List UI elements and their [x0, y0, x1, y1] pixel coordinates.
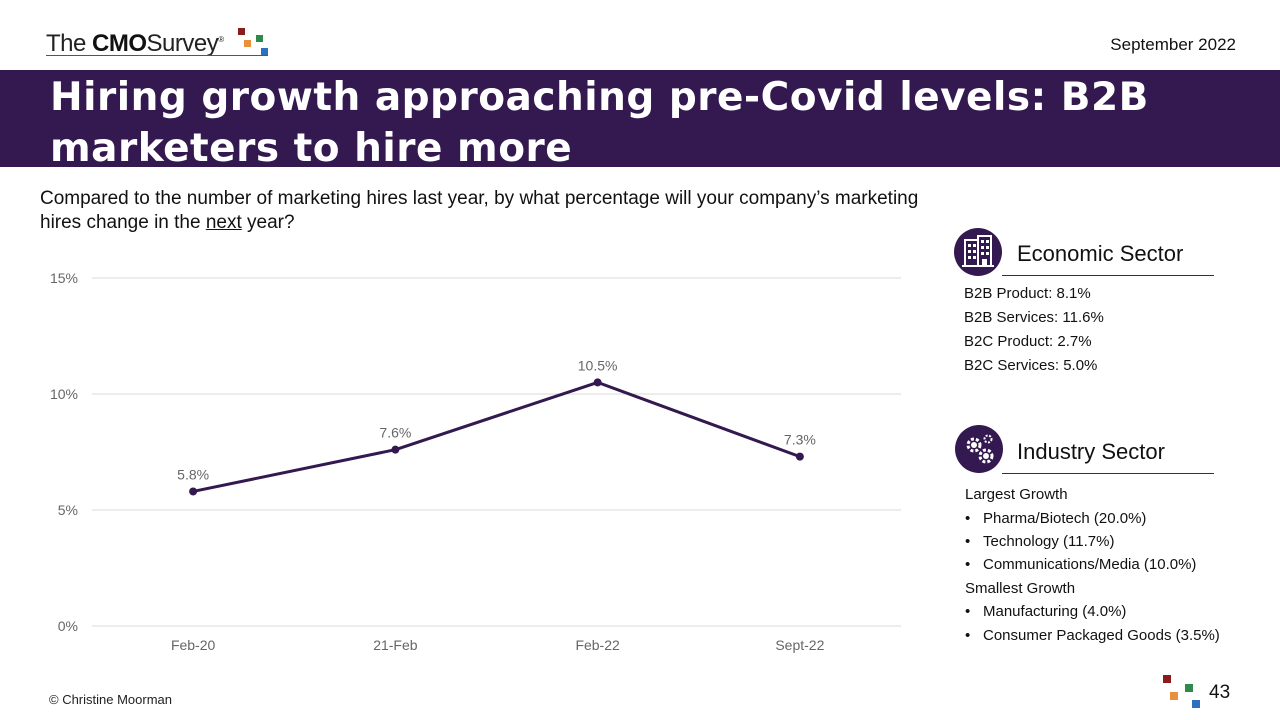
smallest-growth-item: • Consumer Packaged Goods (3.5%): [965, 627, 1220, 644]
item-text: Consumer Packaged Goods (3.5%): [983, 627, 1220, 644]
footer-square-red: [1163, 675, 1171, 683]
bullet: •: [965, 556, 971, 573]
page-title: Hiring growth approaching pre-Covid leve…: [50, 75, 1149, 171]
largest-growth-item: • Communications/Media (10.0%): [965, 556, 1196, 573]
data-point: [189, 487, 198, 496]
data-label: 5.8%: [177, 466, 209, 482]
logo-cmo: CMO: [92, 30, 147, 57]
footer-square-blue: [1192, 700, 1200, 708]
logo-square-blue: [261, 48, 268, 55]
y-tick-label: 5%: [58, 502, 78, 518]
data-label: 7.6%: [379, 425, 411, 441]
x-tick-label: Feb-20: [171, 637, 216, 653]
copyright: © Christine Moorman: [49, 692, 173, 707]
footer-square-green: [1185, 684, 1193, 692]
title-banner: [0, 70, 1280, 167]
data-label: 7.3%: [784, 432, 816, 448]
cmo-survey-logo: The CMOSurvey®: [46, 28, 286, 60]
industry-sector-title: Industry Sector: [1017, 439, 1165, 464]
economic-sector-rule: [1002, 275, 1214, 276]
logo-registered-mark: ®: [218, 35, 224, 44]
smallest-growth-item: • Manufacturing (4.0%): [965, 603, 1126, 620]
page-number: 43: [1209, 682, 1231, 703]
logo-square-orange: [244, 40, 251, 47]
y-tick-label: 10%: [50, 386, 78, 402]
x-tick-label: 21-Feb: [373, 637, 418, 653]
item-text: Manufacturing (4.0%): [983, 603, 1127, 620]
logo-wordmark: The CMOSurvey®: [46, 30, 224, 58]
logo-square-red: [238, 28, 245, 35]
data-label: 10.5%: [578, 357, 618, 373]
item-text: Pharma/Biotech (20.0%): [983, 510, 1147, 527]
data-point: [593, 378, 602, 387]
building-icon: [954, 228, 1002, 276]
y-tick-label: 15%: [50, 270, 78, 286]
survey-question: Compared to the number of marketing hire…: [40, 187, 920, 235]
hiring-growth-line-chart: 0% 5% 10% 15% Feb-20 21-Feb Feb-22 Sept-22 5.8% 7…: [50, 270, 901, 653]
report-date: September 2022: [1110, 35, 1236, 54]
x-tick-label: Feb-22: [575, 637, 620, 653]
logo-underline: [46, 55, 268, 56]
x-tick-label: Sept-22: [775, 637, 824, 653]
largest-growth-heading: Largest Growth: [965, 486, 1068, 503]
logo-the: The: [46, 30, 86, 57]
bullet: •: [965, 603, 971, 620]
gears-icon: [955, 425, 1003, 473]
economic-sector-item: B2C Product: 2.7%: [964, 333, 1092, 350]
economic-sector-item: B2B Services: 11.6%: [964, 309, 1104, 326]
data-point: [391, 445, 400, 454]
question-text-2: year?: [241, 212, 295, 233]
y-tick-label: 0%: [58, 618, 78, 634]
bullet: •: [965, 627, 971, 644]
question-underlined-word: next: [205, 212, 242, 233]
economic-sector-title: Economic Sector: [1017, 241, 1184, 266]
logo-square-green: [256, 35, 263, 42]
bullet: •: [965, 510, 971, 527]
logo-survey: Survey: [146, 30, 219, 57]
series-line: [192, 380, 801, 493]
bullet: •: [965, 533, 971, 550]
smallest-growth-heading: Smallest Growth: [965, 580, 1076, 597]
footer-square-orange: [1170, 692, 1178, 700]
largest-growth-item: • Technology (11.7%): [965, 533, 1114, 550]
largest-growth-item: • Pharma/Biotech (20.0%): [965, 510, 1146, 527]
question-text-1: Compared to the number of marketing hire…: [40, 188, 919, 233]
data-point: [795, 452, 804, 461]
industry-sector-rule: [1002, 473, 1214, 474]
item-text: Communications/Media (10.0%): [983, 556, 1197, 573]
economic-sector-item: B2B Product: 8.1%: [964, 285, 1091, 302]
economic-sector-item: B2C Services: 5.0%: [964, 357, 1098, 374]
item-text: Technology (11.7%): [983, 533, 1115, 550]
